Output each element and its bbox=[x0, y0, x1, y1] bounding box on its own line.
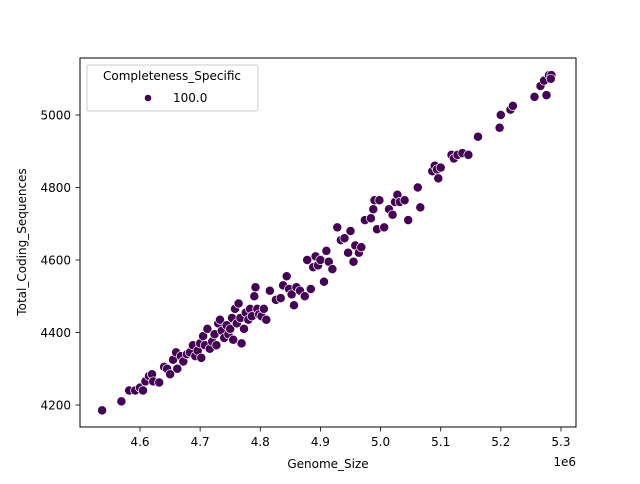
data-point bbox=[264, 285, 275, 296]
data-point bbox=[356, 242, 367, 253]
data-point bbox=[281, 271, 292, 282]
x-tick-label: 4.6 bbox=[130, 435, 149, 449]
data-point bbox=[116, 396, 127, 407]
data-point bbox=[321, 245, 332, 256]
legend: Completeness_Specific 100.0 bbox=[86, 64, 259, 112]
x-tick-label: 5.1 bbox=[431, 435, 450, 449]
data-point bbox=[172, 363, 183, 374]
data-point bbox=[433, 173, 444, 184]
data-point bbox=[289, 300, 299, 311]
data-point bbox=[315, 255, 326, 265]
legend-marker-icon bbox=[144, 94, 152, 102]
x-tick-label: 5.2 bbox=[491, 435, 510, 449]
x-axis-label: Genome_Size bbox=[287, 457, 368, 471]
y-tick-label: 4800 bbox=[40, 181, 71, 195]
data-point bbox=[258, 303, 269, 314]
data-point bbox=[365, 213, 376, 224]
data-point bbox=[249, 291, 260, 302]
data-point bbox=[412, 182, 423, 193]
data-point bbox=[286, 289, 297, 300]
x-tick-label: 4.9 bbox=[311, 435, 330, 449]
data-point bbox=[494, 122, 505, 133]
y-tick-label: 5000 bbox=[40, 109, 71, 123]
y-axis-label: Total_Coding_Sequences bbox=[15, 168, 29, 316]
data-point bbox=[319, 276, 329, 287]
data-point bbox=[250, 282, 261, 293]
data-point bbox=[473, 131, 483, 142]
data-point bbox=[275, 293, 286, 304]
data-point bbox=[196, 352, 207, 363]
y-tick-label: 4200 bbox=[40, 399, 71, 413]
data-point bbox=[545, 73, 556, 84]
data-point bbox=[305, 284, 316, 294]
y-tick-label: 4600 bbox=[40, 254, 71, 268]
scatter-points bbox=[97, 70, 557, 416]
x-axis-offset-label: 1e6 bbox=[553, 455, 576, 469]
data-point bbox=[332, 222, 343, 233]
data-point bbox=[345, 226, 356, 236]
x-tick-label: 5.3 bbox=[551, 435, 570, 449]
data-point bbox=[215, 314, 225, 325]
data-point bbox=[211, 340, 222, 351]
data-point bbox=[403, 215, 414, 226]
legend-title: Completeness_Specific bbox=[103, 69, 241, 83]
data-point bbox=[239, 323, 249, 334]
data-point bbox=[225, 323, 236, 334]
data-point bbox=[261, 314, 272, 325]
data-point bbox=[379, 222, 390, 233]
data-point bbox=[302, 255, 313, 265]
data-point bbox=[202, 323, 213, 334]
data-point bbox=[541, 90, 552, 101]
data-point bbox=[343, 247, 354, 258]
data-point bbox=[387, 209, 398, 220]
legend-entry-label: 100.0 bbox=[173, 91, 207, 105]
data-point bbox=[228, 334, 239, 345]
data-point bbox=[529, 91, 540, 102]
data-point bbox=[374, 195, 385, 206]
x-tick-label: 4.8 bbox=[251, 435, 270, 449]
data-point bbox=[233, 298, 244, 309]
x-tick-label: 5.0 bbox=[371, 435, 390, 449]
x-tick-label: 4.7 bbox=[191, 435, 210, 449]
data-point bbox=[435, 162, 446, 173]
x-axis-ticks: 4.6 4.7 4.8 4.9 5.0 5.1 5.2 5.3 bbox=[130, 427, 571, 449]
data-point bbox=[138, 385, 148, 396]
plot-area-frame bbox=[79, 57, 577, 428]
data-point bbox=[348, 256, 359, 267]
data-point bbox=[97, 405, 108, 416]
data-point bbox=[399, 195, 410, 206]
data-point bbox=[368, 204, 379, 215]
data-point bbox=[299, 291, 310, 302]
data-point bbox=[327, 264, 338, 275]
y-axis-ticks: 4200 4400 4600 4800 5000 bbox=[40, 109, 80, 413]
data-point bbox=[339, 233, 350, 244]
data-point bbox=[463, 149, 474, 160]
data-point bbox=[507, 100, 518, 111]
y-tick-label: 4400 bbox=[40, 326, 71, 340]
data-point bbox=[415, 202, 426, 213]
data-point bbox=[165, 369, 176, 380]
data-point bbox=[236, 338, 247, 349]
data-point bbox=[154, 377, 165, 388]
data-point bbox=[495, 110, 506, 120]
legend-box bbox=[86, 64, 259, 112]
